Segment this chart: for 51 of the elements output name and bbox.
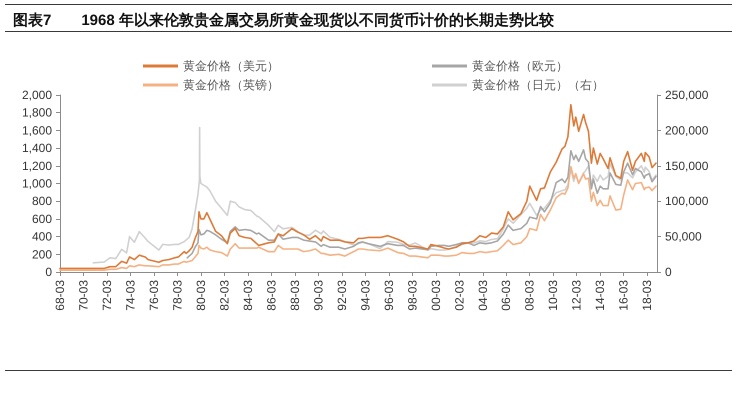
x-tick-label: 70-03 (76, 280, 90, 311)
x-tick-label: 14-03 (593, 280, 608, 311)
legend-label: 黄金价格（欧元） (472, 59, 568, 73)
x-tick-label: 16-03 (616, 280, 631, 311)
legend-label: 黄金价格（日元）（右） (472, 78, 604, 92)
x-tick-label: 98-03 (405, 280, 420, 311)
y2-tick-label: 250,000 (665, 88, 709, 102)
x-tick-label: 08-03 (522, 280, 537, 311)
x-tick-label: 12-03 (570, 280, 584, 311)
x-tick-label: 88-03 (288, 280, 302, 311)
legend-label: 黄金价格（美元） (183, 59, 279, 73)
x-tick-label: 04-03 (476, 280, 490, 311)
y-tick-label: 1,200 (22, 158, 52, 173)
x-tick-label: 80-03 (194, 280, 208, 311)
x-tick-label: 78-03 (170, 280, 184, 311)
line-series (59, 104, 657, 270)
y-tick-label: 1,800 (22, 106, 52, 120)
x-tick-label: 18-03 (640, 280, 654, 311)
y2-tick-label: 50,000 (665, 230, 702, 244)
y-tick-label: 0 (45, 265, 52, 279)
line-series (92, 126, 657, 264)
y2-tick-label: 200,000 (665, 123, 709, 138)
y2-tick-label: 0 (665, 265, 672, 279)
x-tick-label: 90-03 (311, 280, 326, 311)
y2-tick-label: 150,000 (665, 158, 709, 173)
x-tick-label: 10-03 (546, 280, 560, 311)
legend-label: 黄金价格（英镑） (183, 78, 279, 92)
x-tick-label: 72-03 (100, 280, 114, 311)
x-tick-label: 92-03 (334, 280, 349, 311)
line-series (186, 149, 657, 259)
x-tick-label: 74-03 (123, 280, 138, 311)
y-tick-label: 200 (32, 247, 52, 262)
y2-tick-label: 100,000 (665, 194, 709, 208)
x-tick-label: 82-03 (217, 280, 232, 311)
y-tick-label: 600 (32, 212, 52, 226)
x-tick-label: 84-03 (240, 280, 255, 311)
x-tick-label: 68-03 (53, 280, 67, 311)
y-tick-label: 1,400 (22, 141, 52, 156)
x-tick-label: 94-03 (358, 280, 372, 311)
x-tick-label: 86-03 (264, 280, 278, 311)
y-tick-label: 400 (32, 230, 52, 244)
y-tick-label: 800 (32, 194, 52, 208)
x-tick-label: 00-03 (428, 280, 443, 311)
x-tick-label: 06-03 (499, 280, 514, 311)
y-tick-label: 1,600 (22, 123, 52, 138)
y-tick-label: 1,000 (22, 176, 52, 190)
x-tick-label: 76-03 (146, 280, 161, 311)
chart-title: 图表7 1968 年以来伦敦贵金属交易所黄金现货以不同货币计价的长期走势比较 (13, 11, 555, 29)
x-tick-label: 96-03 (382, 280, 396, 311)
x-tick-label: 02-03 (452, 280, 466, 311)
y-tick-label: 2,000 (22, 88, 52, 102)
